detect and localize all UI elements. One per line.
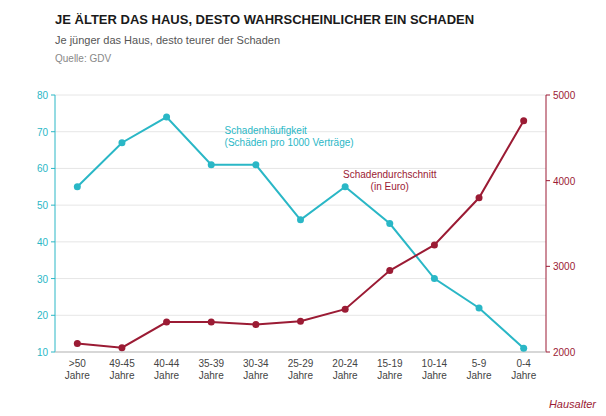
point bbox=[74, 340, 81, 347]
subtitle: Je jünger das Haus, desto teurer der Sch… bbox=[55, 34, 280, 46]
tick-label: 10 bbox=[37, 347, 49, 358]
grid bbox=[55, 95, 546, 352]
point bbox=[208, 319, 215, 326]
point bbox=[431, 241, 438, 248]
grid-line bbox=[55, 241, 546, 242]
tick-mark bbox=[51, 352, 55, 353]
tick-mark bbox=[51, 95, 55, 96]
line bbox=[77, 121, 523, 348]
tick-label: 50 bbox=[37, 200, 49, 211]
point bbox=[118, 344, 125, 351]
point bbox=[252, 321, 259, 328]
tick-label: 20-24Jahre bbox=[332, 358, 358, 381]
tick-mark bbox=[51, 131, 55, 132]
annotation: Schadendurchschnitt(in Euro) bbox=[343, 169, 437, 192]
title: JE ÄLTER DAS HAUS, DESTO WAHRSCHEINLICHE… bbox=[55, 12, 474, 27]
tick-label: 3000 bbox=[553, 261, 576, 272]
tick-mark bbox=[51, 168, 55, 169]
tick-label: 5-9Jahre bbox=[467, 358, 492, 381]
tick-label: 5000 bbox=[553, 90, 576, 101]
point bbox=[252, 161, 259, 168]
tick-mark bbox=[51, 315, 55, 316]
grid-line bbox=[55, 168, 546, 169]
tick-label: 49-45Jahre bbox=[109, 358, 135, 381]
point bbox=[163, 319, 170, 326]
point bbox=[342, 306, 349, 313]
point bbox=[476, 194, 483, 201]
tick-label: 0-4Jahre bbox=[511, 358, 536, 381]
point bbox=[386, 267, 393, 274]
source: Quelle: GDV bbox=[55, 53, 111, 64]
tick-label: 10-14Jahre bbox=[422, 358, 448, 381]
grid-line bbox=[55, 352, 546, 353]
tick-label: 2000 bbox=[553, 347, 576, 358]
tick-mark bbox=[51, 205, 55, 206]
point bbox=[476, 304, 483, 311]
point bbox=[297, 318, 304, 325]
point bbox=[342, 183, 349, 190]
grid-line bbox=[55, 95, 546, 96]
tick-label: 30-34Jahre bbox=[243, 358, 269, 381]
grid-line bbox=[55, 315, 546, 316]
tick-mark bbox=[51, 278, 55, 279]
grid-line bbox=[55, 278, 546, 279]
tick-label: 80 bbox=[37, 90, 49, 101]
line bbox=[77, 117, 523, 348]
annotation: Schadenhäufigkeit(Schäden pro 1000 Vertr… bbox=[225, 125, 354, 148]
chart: JE ÄLTER DAS HAUS, DESTO WAHRSCHEINLICHE… bbox=[0, 0, 606, 416]
point bbox=[163, 114, 170, 121]
x-axis bbox=[55, 352, 546, 353]
axis-label: Hausalter bbox=[549, 398, 597, 410]
plot-area bbox=[74, 114, 527, 352]
tick-mark bbox=[546, 266, 550, 267]
tick-mark bbox=[546, 180, 550, 181]
tick-label: 70 bbox=[37, 127, 49, 138]
tick-label: 60 bbox=[37, 163, 49, 174]
tick-label: 4000 bbox=[553, 176, 576, 187]
tick-label: 25-29Jahre bbox=[288, 358, 314, 381]
tick-label: 40-44Jahre bbox=[154, 358, 180, 381]
point bbox=[118, 139, 125, 146]
y2-axis bbox=[546, 95, 547, 352]
tick-mark bbox=[546, 352, 550, 353]
tick-label: >50Jahre bbox=[65, 358, 90, 381]
tick-label: 20 bbox=[37, 310, 49, 321]
point bbox=[520, 117, 527, 124]
point bbox=[208, 161, 215, 168]
tick-label: 35-39Jahre bbox=[198, 358, 224, 381]
point bbox=[520, 345, 527, 352]
point bbox=[386, 220, 393, 227]
tick-label: 40 bbox=[37, 237, 49, 248]
point bbox=[431, 275, 438, 282]
tick-label: 30 bbox=[37, 274, 49, 285]
point bbox=[74, 183, 81, 190]
tick-label: 15-19Jahre bbox=[377, 358, 403, 381]
y-axis bbox=[55, 95, 56, 352]
tick-mark bbox=[546, 95, 550, 96]
tick-mark bbox=[51, 241, 55, 242]
point bbox=[297, 216, 304, 223]
